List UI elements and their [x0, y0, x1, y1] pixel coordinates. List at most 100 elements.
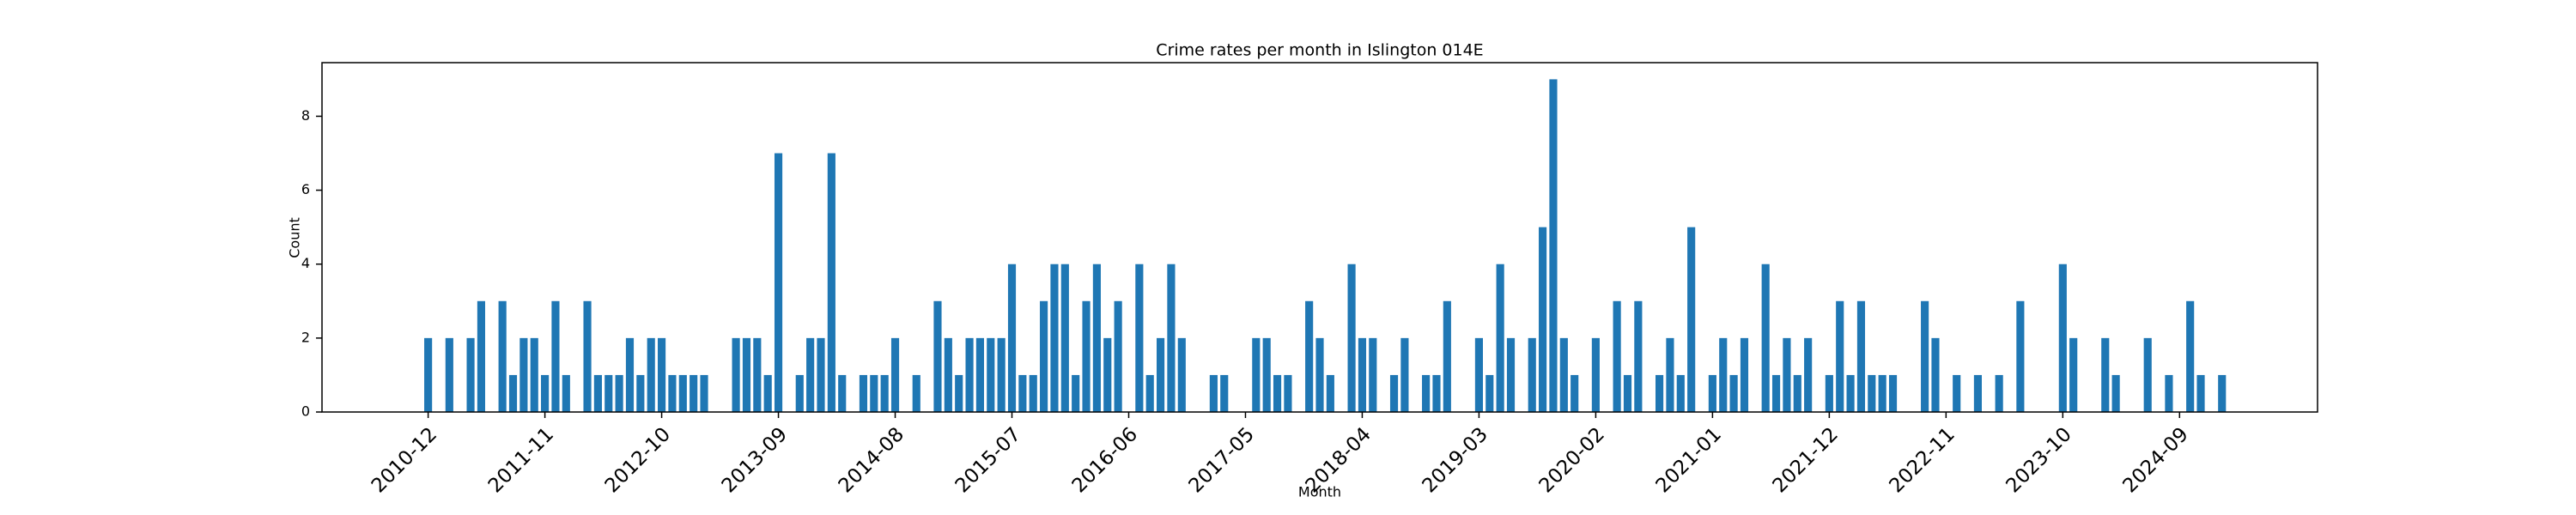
bar: [880, 374, 889, 412]
bar: [1719, 337, 1728, 412]
bar: [1177, 337, 1186, 412]
bar: [562, 374, 570, 412]
bar: [1305, 300, 1314, 412]
bar: [1783, 337, 1791, 412]
bar: [1539, 227, 1547, 412]
bar: [2165, 374, 2173, 412]
bar: [1591, 337, 1600, 412]
bar: [1326, 374, 1334, 412]
x-tick-label: 2020-02: [1535, 423, 1609, 497]
y-tick-label: 4: [301, 255, 310, 271]
bar: [2016, 300, 2025, 412]
x-tick-label: 2012-10: [601, 423, 675, 497]
bar: [668, 374, 677, 412]
axes-frame: [321, 62, 2318, 413]
bar: [912, 374, 920, 412]
bar: [817, 337, 825, 412]
bar: [2069, 337, 2078, 412]
bar: [1103, 337, 1112, 412]
bar: [1060, 264, 1069, 412]
bar: [997, 337, 1005, 412]
bar: [795, 374, 804, 412]
bar: [615, 374, 623, 412]
x-tick-label: 2021-01: [1652, 423, 1726, 497]
bar: [583, 300, 592, 412]
bar: [700, 374, 708, 412]
bar: [2196, 374, 2205, 412]
bar: [1921, 300, 1929, 412]
bar: [975, 337, 984, 412]
bar: [1422, 374, 1431, 412]
bar: [1072, 374, 1080, 412]
x-axis-label: Month: [1298, 484, 1341, 500]
y-axis-label: Count: [287, 217, 303, 258]
bar: [1931, 337, 1940, 412]
bar: [1347, 264, 1356, 412]
bar: [1666, 337, 1674, 412]
bar: [1145, 374, 1154, 412]
bar: [1135, 264, 1144, 412]
bar: [1868, 374, 1876, 412]
bar: [965, 337, 974, 412]
bar: [690, 374, 698, 412]
bar: [955, 374, 963, 412]
bar: [1729, 374, 1738, 412]
bar: [2218, 374, 2227, 412]
x-tick-label: 2014-08: [835, 423, 908, 497]
bar: [774, 153, 783, 412]
bar: [1846, 374, 1855, 412]
bar: [890, 337, 900, 412]
bar: [806, 337, 815, 412]
bar: [1082, 300, 1091, 412]
bar: [424, 337, 433, 412]
bar: [647, 337, 655, 412]
bar: [1167, 264, 1176, 412]
plot-area: [424, 79, 2227, 412]
bar: [1220, 374, 1229, 412]
bar: [1559, 337, 1568, 412]
bar: [944, 337, 952, 412]
x-tick-label: 2016-06: [1068, 423, 1142, 497]
bar: [519, 337, 528, 412]
bar: [1888, 374, 1898, 412]
bar: [1878, 374, 1886, 412]
bar: [1771, 374, 1781, 412]
x-tick-label: 2019-03: [1419, 423, 1492, 497]
y-tick-label: 0: [301, 403, 310, 420]
bar: [1549, 79, 1558, 412]
x-tick-label: 2024-09: [2119, 423, 2193, 497]
bar: [1007, 264, 1017, 412]
bar: [1369, 337, 1377, 412]
bar: [1506, 337, 1516, 412]
x-tick-label: 2010-12: [368, 423, 441, 497]
x-tick-label: 2023-10: [2002, 423, 2076, 497]
bar: [1050, 264, 1059, 412]
bar: [933, 300, 942, 412]
bar: [1358, 337, 1367, 412]
bar: [1389, 374, 1399, 412]
bar: [1995, 374, 2003, 412]
bar: [530, 337, 538, 412]
bar: [1623, 374, 1632, 412]
bar: [1273, 374, 1282, 412]
bar: [1114, 300, 1122, 412]
bar: [1496, 264, 1504, 412]
bar: [1804, 337, 1813, 412]
bar: [508, 374, 518, 412]
bar: [2111, 374, 2120, 412]
bar: [742, 337, 751, 412]
bar: [1284, 374, 1292, 412]
bar: [1018, 374, 1027, 412]
bar: [678, 374, 687, 412]
bar: [1676, 374, 1685, 412]
bar: [1613, 300, 1621, 412]
bar: [1252, 337, 1261, 412]
bar: [1528, 337, 1536, 412]
bar: [1029, 374, 1037, 412]
bar: [1825, 374, 1833, 412]
bar: [1656, 374, 1664, 412]
bar: [1953, 374, 1961, 412]
bar: [838, 374, 847, 412]
